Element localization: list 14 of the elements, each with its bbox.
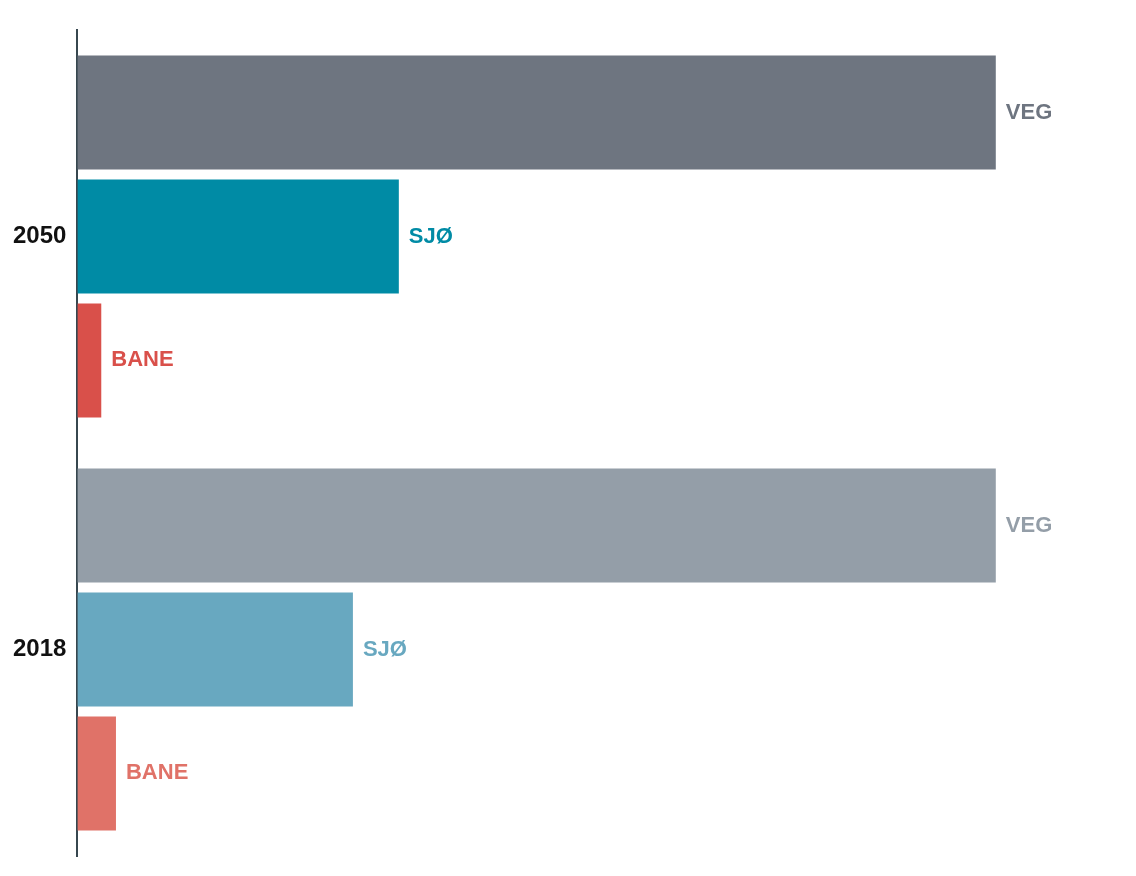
bar <box>77 179 399 294</box>
y-tick-label: 2050 <box>13 221 67 249</box>
bar <box>77 303 102 418</box>
text: SJØ <box>362 635 407 661</box>
series-label: SJØ <box>408 222 453 248</box>
text: BANE <box>125 759 189 785</box>
series-label: BANE <box>111 346 174 372</box>
bar <box>77 468 996 583</box>
bar <box>77 592 353 707</box>
series-label: VEG <box>1005 98 1053 124</box>
text: VEG <box>1005 511 1053 537</box>
y-tick-label: 2018 <box>13 634 67 662</box>
bar <box>77 55 996 170</box>
bar <box>77 716 116 831</box>
